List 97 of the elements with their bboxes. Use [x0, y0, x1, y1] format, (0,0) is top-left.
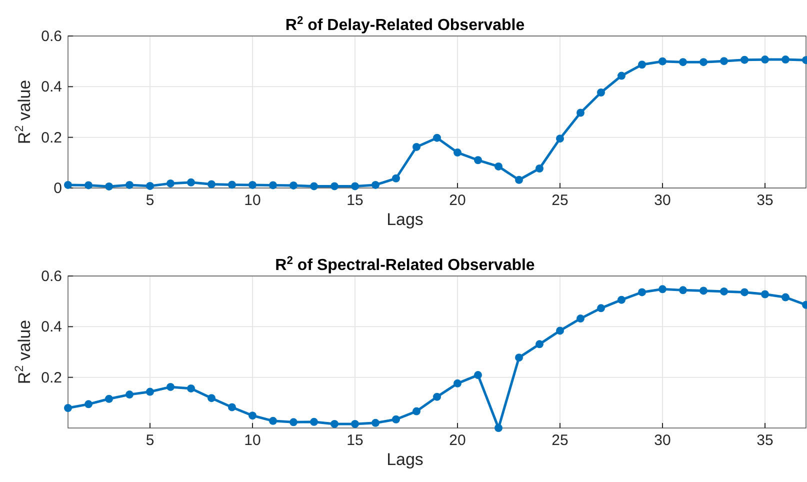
point — [126, 390, 134, 399]
x-tick-label: 15 — [346, 432, 364, 449]
point — [597, 88, 605, 96]
point — [494, 424, 502, 432]
x-tick-label: 35 — [756, 192, 774, 209]
point — [84, 400, 92, 408]
point — [658, 57, 666, 66]
point — [208, 394, 216, 402]
point — [372, 418, 380, 427]
point — [310, 418, 318, 426]
chart-title: R$^{2}$ of Spectral-Related Observable — [275, 255, 535, 274]
point — [761, 290, 769, 298]
point — [700, 58, 708, 66]
point — [126, 180, 134, 189]
point — [638, 60, 646, 69]
point — [720, 57, 728, 66]
point — [720, 287, 728, 296]
point — [638, 288, 646, 296]
point — [433, 392, 441, 401]
x-tick-label: 35 — [756, 432, 774, 449]
x-tick-label: 5 — [146, 192, 154, 209]
x-tick-label: 10 — [244, 432, 261, 449]
point — [536, 164, 544, 172]
point — [392, 415, 400, 424]
point — [658, 285, 666, 294]
point — [351, 182, 359, 190]
point — [412, 142, 420, 151]
point — [740, 288, 748, 296]
x-tick-label: 30 — [654, 432, 671, 449]
point — [105, 182, 113, 190]
point — [290, 418, 298, 426]
chart-title: R$^{2}$ of Delay-Related Observable — [285, 15, 525, 34]
point — [290, 181, 298, 190]
point — [556, 326, 564, 335]
point — [536, 340, 544, 348]
x-axis-title: Lags — [386, 450, 424, 469]
point — [248, 412, 256, 420]
point — [166, 382, 174, 391]
y-tick-label: 0.6 — [41, 268, 62, 285]
x-tick-label: 5 — [146, 432, 154, 449]
y-tick-label: 0.2 — [41, 369, 62, 386]
point — [269, 181, 277, 190]
point — [515, 176, 523, 184]
point — [412, 407, 420, 416]
point — [740, 56, 748, 64]
x-tick-label: 20 — [449, 432, 466, 449]
x-tick-label: 15 — [346, 192, 364, 209]
point — [454, 379, 462, 388]
point — [330, 420, 338, 428]
point — [474, 371, 482, 380]
point — [576, 314, 584, 323]
x-tick-label: 20 — [449, 192, 466, 209]
point — [187, 384, 195, 392]
y-tick-label: 0.6 — [41, 28, 62, 45]
point — [515, 354, 523, 362]
point — [310, 182, 318, 190]
point — [208, 180, 216, 188]
point — [372, 180, 380, 189]
x-tick-label: 25 — [552, 432, 568, 449]
x-axis-title: Lags — [386, 210, 424, 229]
y-tick-label: 0.4 — [41, 318, 62, 336]
point — [228, 180, 236, 189]
point — [782, 293, 790, 302]
point — [228, 403, 236, 412]
point — [433, 134, 441, 142]
point — [556, 134, 564, 143]
point — [146, 182, 154, 190]
y-tick-label: 0 — [54, 180, 62, 197]
point — [351, 420, 359, 428]
point — [187, 178, 195, 186]
y-tick-label: 0.2 — [41, 129, 62, 146]
point — [597, 304, 605, 312]
point — [330, 182, 338, 190]
point — [269, 416, 277, 425]
point — [761, 56, 769, 64]
point — [782, 56, 790, 64]
y-tick-label: 0.4 — [41, 78, 62, 96]
x-tick-label: 25 — [552, 192, 568, 209]
point — [248, 180, 256, 189]
point — [166, 179, 174, 188]
point — [105, 394, 113, 403]
point — [474, 156, 482, 164]
point — [454, 148, 462, 157]
point — [146, 388, 154, 396]
point — [618, 72, 626, 80]
point — [494, 162, 502, 170]
x-tick-label: 30 — [654, 192, 671, 209]
point — [64, 180, 72, 189]
point — [700, 286, 708, 295]
point — [392, 174, 400, 182]
point — [64, 404, 72, 412]
point — [84, 181, 92, 190]
point — [679, 58, 687, 66]
x-tick-label: 10 — [244, 192, 261, 209]
point — [576, 108, 584, 117]
point — [679, 286, 687, 294]
point — [618, 296, 626, 304]
